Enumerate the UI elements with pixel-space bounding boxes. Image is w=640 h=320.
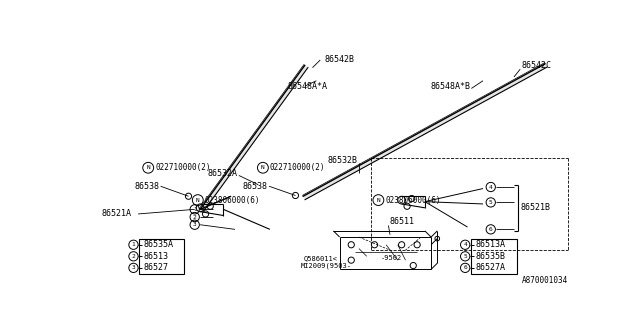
Text: 86513: 86513: [143, 252, 168, 261]
Text: 2: 2: [132, 254, 135, 259]
Text: 86511: 86511: [390, 217, 415, 226]
Text: 4: 4: [489, 185, 493, 189]
Text: 86527: 86527: [143, 263, 168, 272]
Text: 86548A*A: 86548A*A: [288, 82, 328, 91]
Text: 86538: 86538: [134, 182, 159, 191]
Text: 6: 6: [463, 265, 467, 270]
Polygon shape: [303, 63, 547, 200]
Text: 86521A: 86521A: [102, 210, 132, 219]
Polygon shape: [199, 65, 308, 212]
Text: 86538: 86538: [243, 182, 268, 191]
Text: 2: 2: [193, 214, 196, 220]
Text: 86521B: 86521B: [520, 203, 550, 212]
Text: N: N: [261, 165, 265, 170]
Text: 023806000(6): 023806000(6): [385, 196, 441, 204]
Text: N: N: [147, 165, 150, 170]
Text: 5: 5: [463, 254, 467, 259]
Text: 022710000(2): 022710000(2): [270, 163, 325, 172]
Text: 6: 6: [489, 227, 493, 232]
Text: 86532A: 86532A: [208, 169, 238, 178]
Text: N: N: [376, 197, 380, 203]
Text: 86542B: 86542B: [324, 55, 354, 64]
Text: 86513A: 86513A: [476, 240, 505, 249]
Text: 3: 3: [132, 265, 135, 270]
Text: Q586011<: Q586011<: [303, 255, 337, 261]
Text: 1: 1: [193, 207, 196, 212]
Bar: [139, 239, 184, 274]
Text: 86535B: 86535B: [476, 252, 505, 261]
Text: 1: 1: [132, 242, 135, 247]
Text: 86532B: 86532B: [328, 156, 358, 164]
Text: 86535A: 86535A: [143, 240, 173, 249]
Text: N: N: [196, 197, 200, 203]
Text: 3: 3: [193, 222, 196, 227]
Text: 5: 5: [489, 200, 493, 205]
Text: 023806000(6): 023806000(6): [205, 196, 260, 204]
Text: A870001034: A870001034: [522, 276, 568, 285]
Text: 86548A*B: 86548A*B: [430, 82, 470, 91]
Text: 022710000(2): 022710000(2): [155, 163, 211, 172]
Text: 4: 4: [463, 242, 467, 247]
Bar: [470, 239, 517, 274]
Text: 86542C: 86542C: [522, 61, 552, 70]
Text: 86527A: 86527A: [476, 263, 505, 272]
Text: -9502: -9502: [381, 255, 402, 261]
Text: MI2009(9503-: MI2009(9503-: [301, 262, 352, 269]
